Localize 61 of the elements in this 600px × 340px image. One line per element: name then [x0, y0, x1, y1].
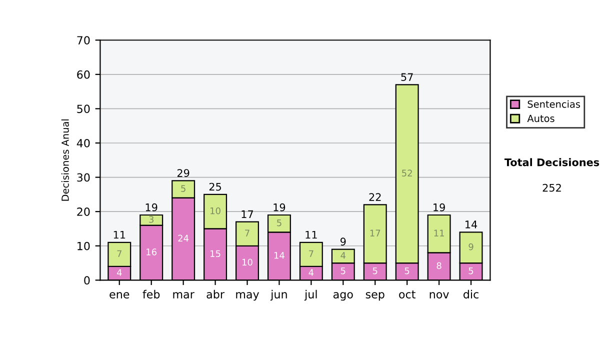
x-tick-label: mar	[173, 292, 194, 298]
data-label: 3	[149, 216, 154, 223]
data-label: 5	[404, 267, 410, 274]
data-label: 8	[436, 262, 442, 270]
data-label: 5	[372, 267, 378, 274]
data-label: 7	[117, 250, 122, 257]
total-label: 25	[209, 182, 221, 191]
data-label: 14	[274, 252, 284, 259]
text: 252	[542, 184, 561, 192]
data-label: 4	[308, 269, 314, 276]
data-label: 10	[242, 258, 252, 266]
y-tick-label: 40	[76, 138, 90, 148]
total-label: 11	[114, 230, 126, 239]
legend-label: Sentencias	[528, 100, 580, 108]
total-label: 19	[434, 203, 445, 212]
y-tick-label: 30	[77, 173, 90, 182]
legend-label: Autos	[527, 114, 554, 122]
x-tick-label: ago	[333, 292, 353, 301]
y-tick-label: 50	[77, 104, 90, 114]
x-tick-label: ene	[110, 292, 130, 298]
total-label: 29	[177, 169, 190, 177]
data-label: 15	[210, 250, 220, 258]
total-label: 19	[274, 203, 286, 212]
data-label: 5	[181, 185, 186, 192]
x-tick-label: may	[236, 292, 260, 301]
total-label: 19	[146, 203, 158, 212]
y-tick-label: 60	[77, 70, 90, 79]
y-tick-label: 0	[84, 276, 90, 285]
x-tick-label: abr	[206, 290, 224, 298]
data-label: 10	[210, 207, 220, 214]
y-tick-label: 70	[77, 36, 90, 44]
data-label: 17	[370, 230, 380, 236]
text: Total Decisiones	[504, 158, 600, 166]
x-tick-label: nov	[430, 292, 449, 298]
data-label: 5	[468, 267, 474, 274]
data-label: 7	[309, 250, 314, 257]
data-label: 5	[340, 267, 346, 274]
total-label: 17	[242, 210, 253, 218]
data-label: 4	[116, 269, 122, 276]
x-tick-label: jul	[304, 290, 317, 301]
total-label: 57	[401, 73, 413, 81]
data-label: 52	[402, 170, 412, 176]
data-label: 16	[146, 248, 157, 256]
y-tick-label: 20	[77, 208, 90, 216]
x-tick-label: jun	[270, 290, 287, 301]
x-tick-label: oct	[399, 290, 416, 298]
y-axis-title: Decisiones Anual	[61, 119, 69, 201]
total-label: 9	[340, 238, 346, 246]
x-tick-label: dic	[464, 290, 478, 298]
total-label: 22	[369, 193, 381, 201]
data-label: 4	[340, 252, 346, 259]
x-tick-label: feb	[142, 290, 160, 298]
total-label: 11	[306, 230, 317, 239]
data-label: 7	[245, 230, 250, 236]
total-label: 14	[466, 220, 478, 228]
data-label: 5	[277, 219, 282, 226]
y-tick-label: 10	[78, 242, 90, 250]
data-label: 11	[434, 230, 444, 236]
data-label: 24	[178, 234, 189, 242]
x-tick-label: sep	[366, 292, 384, 301]
data-label: 9	[468, 243, 474, 250]
